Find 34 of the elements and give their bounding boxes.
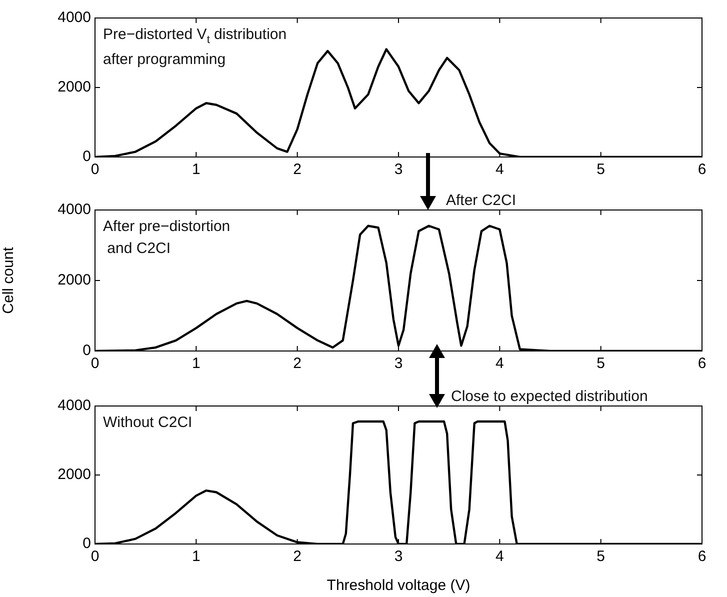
y-tick-label: 2000 xyxy=(58,272,91,289)
annotation: After pre−distortion and C2CI xyxy=(103,217,230,259)
x-tick-label: 4 xyxy=(495,355,504,372)
x-tick-label: 1 xyxy=(192,548,200,566)
x-tick-label: 5 xyxy=(596,355,606,372)
annotation: Pre−distorted V$_{t}$ distribution after programming xyxy=(103,25,287,70)
y-tick-label: 4000 xyxy=(58,201,91,218)
x-tick-label: 3 xyxy=(394,355,403,372)
x-tick-label: 5 xyxy=(596,548,606,566)
x-tick-label: 3 xyxy=(394,548,403,566)
y-axis-title: Cell count xyxy=(0,246,18,314)
y-tick-label: 0 xyxy=(82,535,91,552)
x-axis-title: Threshold voltage (V) xyxy=(326,577,470,594)
x-tick-label: 1 xyxy=(192,355,200,372)
x-tick-label: 6 xyxy=(698,161,706,178)
y-tick-label: 0 xyxy=(82,342,91,360)
x-tick-label: 2 xyxy=(293,161,302,178)
y-tick-label: 0 xyxy=(82,148,91,166)
x-tick-label: 2 xyxy=(293,355,302,372)
x-tick-label: 4 xyxy=(495,161,504,178)
y-tick-label: 2000 xyxy=(58,466,91,484)
x-tick-label: 3 xyxy=(394,161,403,178)
x-tick-label: 1 xyxy=(192,161,200,178)
text: Close to expected distribution xyxy=(451,387,648,407)
x-tick-label: 5 xyxy=(596,161,606,178)
x-tick-label: 2 xyxy=(293,548,302,566)
y-tick-label: 4000 xyxy=(58,397,91,414)
y-tick-label: 2000 xyxy=(58,78,91,96)
x-tick-label: 6 xyxy=(698,548,706,566)
annotation: Without C2CI xyxy=(103,413,192,433)
x-tick-label: 6 xyxy=(698,355,706,372)
y-tick-label: 4000 xyxy=(58,9,91,26)
x-tick-label: 4 xyxy=(495,548,504,566)
text: After C2CI xyxy=(446,191,516,211)
